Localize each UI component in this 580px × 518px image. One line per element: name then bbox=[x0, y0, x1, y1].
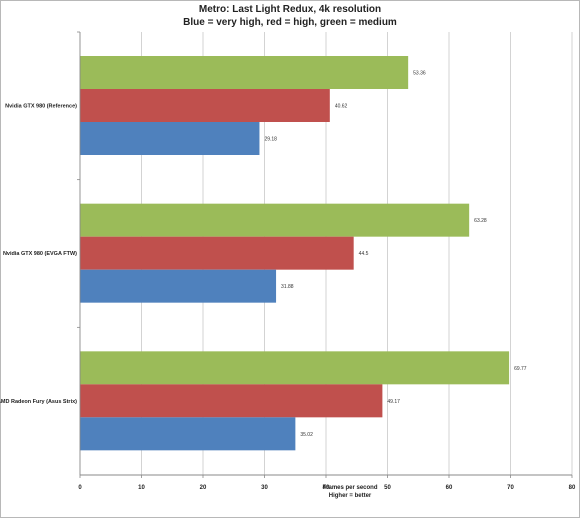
data-label: 40.62 bbox=[335, 104, 348, 110]
data-label: 44.5 bbox=[359, 251, 369, 257]
chart-subtitle: Blue = very high, red = high, green = me… bbox=[183, 17, 397, 28]
x-tick-label: 40 bbox=[323, 485, 330, 491]
x-tick-label: 10 bbox=[138, 485, 145, 491]
data-label: 63.28 bbox=[474, 218, 487, 224]
bar bbox=[80, 56, 409, 89]
x-tick-label: 80 bbox=[569, 485, 576, 491]
data-label: 49.17 bbox=[387, 399, 400, 405]
category-label: AMD Radeon Fury (Asus Strix) bbox=[0, 399, 77, 405]
x-tick-label: 20 bbox=[200, 485, 207, 491]
category-label: Nvidia GTX 980 (Reference) bbox=[5, 104, 77, 110]
chart-title: Metro: Last Light Redux, 4k resolution bbox=[198, 4, 382, 15]
bar bbox=[80, 122, 260, 155]
data-label: 35.02 bbox=[300, 432, 313, 438]
x-axis-label: Frames per second bbox=[322, 485, 378, 491]
x-tick-label: 30 bbox=[261, 485, 268, 491]
bar bbox=[80, 269, 277, 303]
bar bbox=[80, 384, 383, 418]
data-label: 31.88 bbox=[281, 284, 294, 290]
x-tick-label: 50 bbox=[384, 485, 391, 491]
x-tick-label: 70 bbox=[507, 485, 514, 491]
bar bbox=[80, 351, 510, 385]
bar bbox=[80, 89, 330, 122]
category-label: Nvidia GTX 980 (EVGA FTW) bbox=[3, 251, 77, 257]
data-label: 69.77 bbox=[514, 366, 527, 372]
bar bbox=[80, 203, 470, 237]
bar bbox=[80, 236, 354, 270]
x-axis-note: Higher = better bbox=[328, 493, 372, 499]
x-tick-label: 60 bbox=[446, 485, 453, 491]
bar bbox=[80, 417, 296, 451]
data-label: 53.36 bbox=[413, 71, 426, 77]
x-tick-label: 0 bbox=[78, 485, 82, 491]
data-label: 29.18 bbox=[264, 137, 277, 143]
